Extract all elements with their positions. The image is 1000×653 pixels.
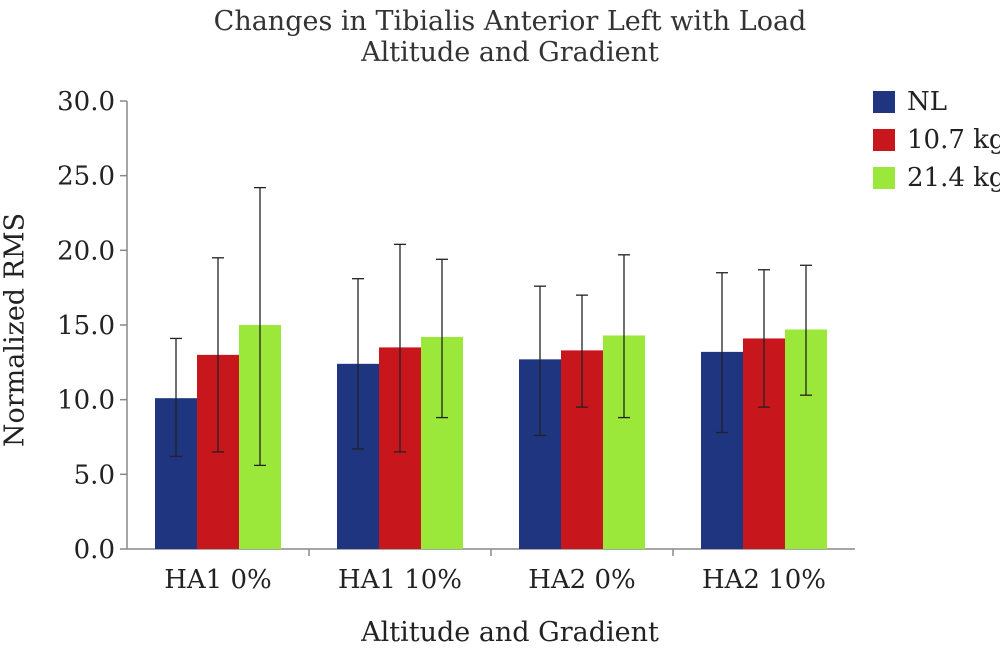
y-tick-label: 30.0	[57, 87, 115, 117]
legend-item-21-4kg: 21.4 kg	[873, 159, 1000, 197]
legend-swatch-nl	[873, 91, 895, 113]
legend: NL 10.7 kg 21.4 kg	[873, 83, 1000, 197]
x-axis-label: Altitude and Gradient	[361, 617, 659, 648]
x-tick-label: HA1 10%	[338, 565, 462, 595]
chart-subtitle: Altitude and Gradient	[361, 37, 659, 68]
y-tick-label: 15.0	[57, 311, 115, 341]
y-tick-label: 5.0	[74, 460, 115, 490]
legend-item-nl: NL	[873, 83, 1000, 121]
y-axis-label: Normalized RMS	[0, 212, 31, 448]
y-tick-label: 20.0	[57, 236, 115, 266]
x-tick-label: HA2 10%	[702, 565, 826, 595]
legend-label-nl: NL	[907, 87, 948, 117]
legend-label-10-7kg: 10.7 kg	[907, 125, 1000, 155]
y-tick-label: 0.0	[74, 535, 115, 565]
x-tick-label: HA1 0%	[164, 565, 272, 595]
x-tick-label: HA2 0%	[528, 565, 636, 595]
legend-label-21-4kg: 21.4 kg	[907, 163, 1000, 193]
y-tick-label: 25.0	[57, 162, 115, 192]
legend-swatch-10-7kg	[873, 129, 895, 151]
legend-item-10-7kg: 10.7 kg	[873, 121, 1000, 159]
legend-swatch-21-4kg	[873, 167, 895, 189]
y-tick-label: 10.0	[57, 386, 115, 416]
chart-title: Changes in Tibialis Anterior Left with L…	[213, 6, 807, 37]
